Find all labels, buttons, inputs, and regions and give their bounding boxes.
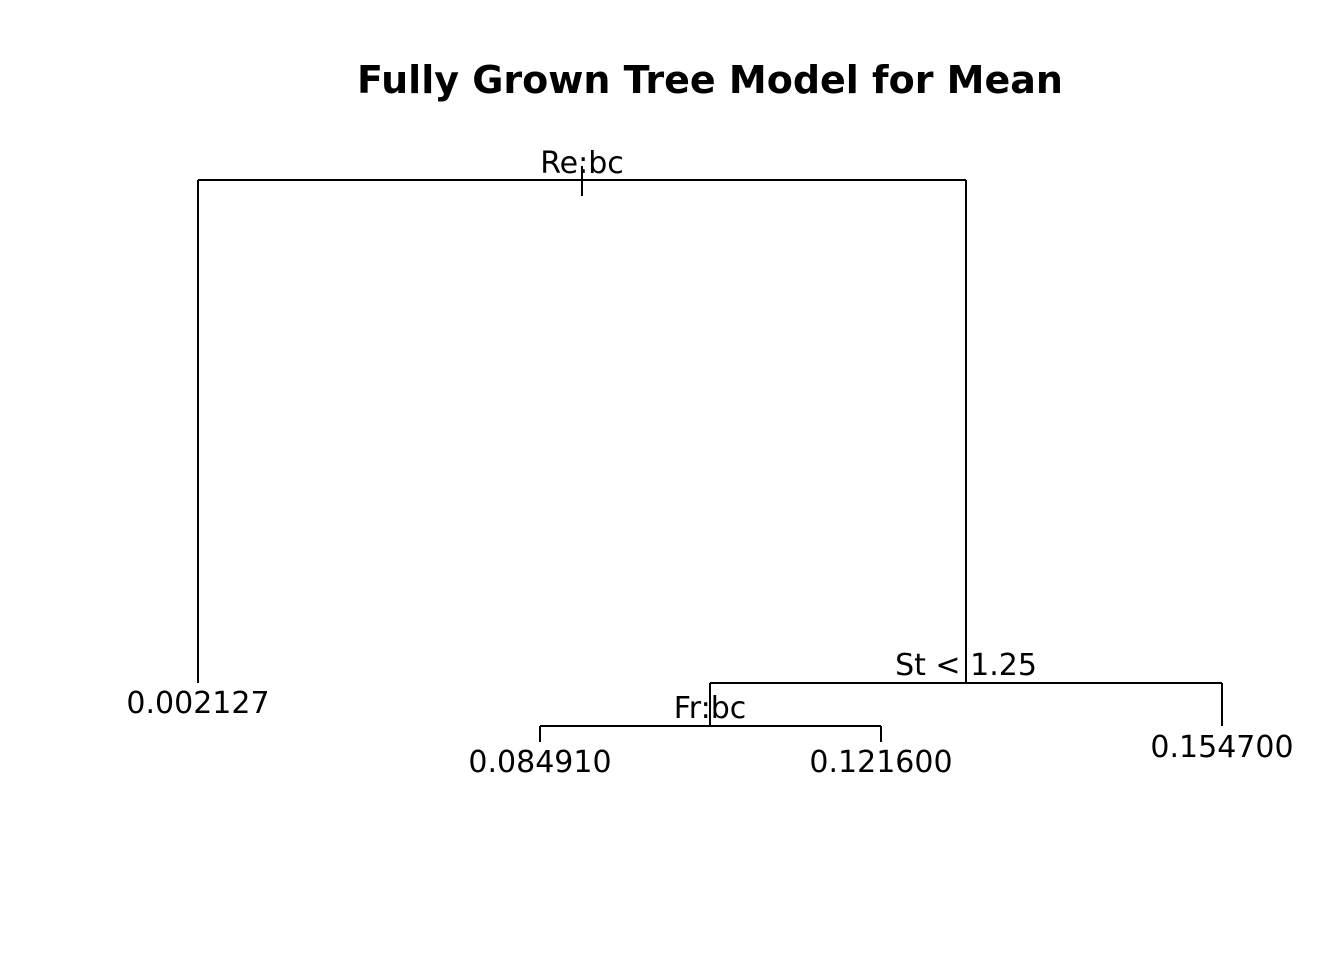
diagram-title: Fully Grown Tree Model for Mean: [357, 58, 1063, 102]
leaf-value-2: 0.084910: [468, 745, 611, 780]
st-split-label: St < 1.25: [895, 648, 1037, 683]
root-split-node: Re:bc: [197, 146, 967, 683]
fr-split-label: Fr:bc: [674, 691, 747, 726]
root-split-label: Re:bc: [540, 146, 624, 181]
leaf-value-1: 0.002127: [126, 686, 269, 721]
leaf-value-3: 0.121600: [809, 745, 952, 780]
leaf-value-4: 0.154700: [1150, 730, 1293, 765]
fr-split-node: Fr:bc: [539, 691, 882, 742]
st-split-node: St < 1.25: [709, 648, 1223, 726]
